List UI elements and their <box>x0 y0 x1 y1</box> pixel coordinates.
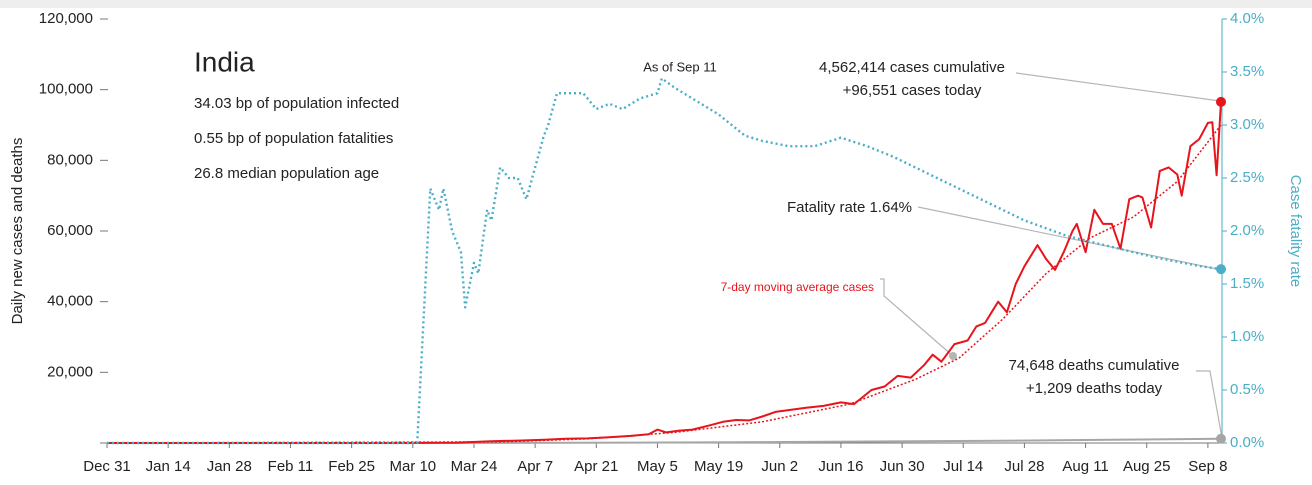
x-tick-label: Aug 11 <box>1062 458 1108 475</box>
annotation: +1,209 deaths today <box>1026 380 1163 397</box>
annotation: As of Sep 11 <box>643 59 716 74</box>
end-dot <box>1216 264 1226 275</box>
y-tick-label: 120,000 <box>39 10 93 27</box>
x-tick-label: Jan 14 <box>146 458 191 475</box>
annotation: 74,648 deaths cumulative <box>1009 357 1180 374</box>
x-tick-label: Sep 8 <box>1188 458 1227 475</box>
x-tick-label: Apr 7 <box>517 458 553 475</box>
y2-tick-label: 3.5% <box>1230 63 1264 80</box>
x-tick-label: Aug 25 <box>1123 458 1171 475</box>
series-line <box>107 101 1222 444</box>
series-line <box>107 77 1222 445</box>
x-tick-label: Apr 21 <box>574 458 618 475</box>
x-tick-label: Dec 31 <box>83 458 131 475</box>
y2-tick-label: 0.0% <box>1230 434 1264 451</box>
y-tick-label: 60,000 <box>47 222 93 239</box>
x-tick-label: Jun 2 <box>761 458 798 475</box>
info-line: 34.03 bp of population infected <box>194 95 399 112</box>
info-line: 0.55 bp of population fatalities <box>194 130 393 147</box>
annotation: 4,562,414 cases cumulative <box>819 59 1005 76</box>
x-tick-label: Jun 30 <box>880 458 925 475</box>
info-line: 26.8 median population age <box>194 165 379 182</box>
y2-tick-label: 1.0% <box>1230 328 1264 345</box>
y-tick-label: 100,000 <box>39 81 93 98</box>
y-tick-label: 80,000 <box>47 151 93 168</box>
x-tick-label: Feb 25 <box>328 458 375 475</box>
x-tick-label: Jun 16 <box>818 458 863 475</box>
x-tick-label: Mar 24 <box>451 458 498 475</box>
leader-dot <box>949 352 957 360</box>
y2-tick-label: 1.5% <box>1230 275 1264 292</box>
y-tick-label: 20,000 <box>47 363 93 380</box>
y2-axis-label: Case fatality rate <box>1287 175 1304 288</box>
leader-line <box>880 278 954 357</box>
y2-tick-label: 2.5% <box>1230 169 1264 186</box>
x-tick-label: Mar 10 <box>389 458 436 475</box>
y-tick-label: 40,000 <box>47 293 93 310</box>
annotation: Fatality rate 1.64% <box>787 199 912 216</box>
end-dot <box>1216 433 1226 444</box>
series-label: 7-day moving average cases <box>721 280 874 294</box>
y2-tick-label: 0.5% <box>1230 381 1264 398</box>
chart-title: India <box>194 46 255 77</box>
top-band <box>0 0 1312 8</box>
x-tick-label: May 19 <box>694 458 743 475</box>
y2-tick-label: 2.0% <box>1230 222 1264 239</box>
x-tick-label: Feb 11 <box>268 458 314 475</box>
y2-tick-label: 4.0% <box>1230 10 1264 27</box>
annotation: +96,551 cases today <box>843 82 982 99</box>
y2-tick-label: 3.0% <box>1230 116 1264 133</box>
x-tick-label: Jul 14 <box>943 458 983 475</box>
x-tick-label: Jul 28 <box>1004 458 1044 475</box>
leader-line <box>1015 72 1221 102</box>
end-dot <box>1216 96 1226 107</box>
x-tick-label: May 5 <box>637 458 678 475</box>
leader-line <box>1196 370 1223 439</box>
y-axis-label: Daily new cases and deaths <box>9 138 26 325</box>
x-tick-label: Jan 28 <box>207 458 252 475</box>
